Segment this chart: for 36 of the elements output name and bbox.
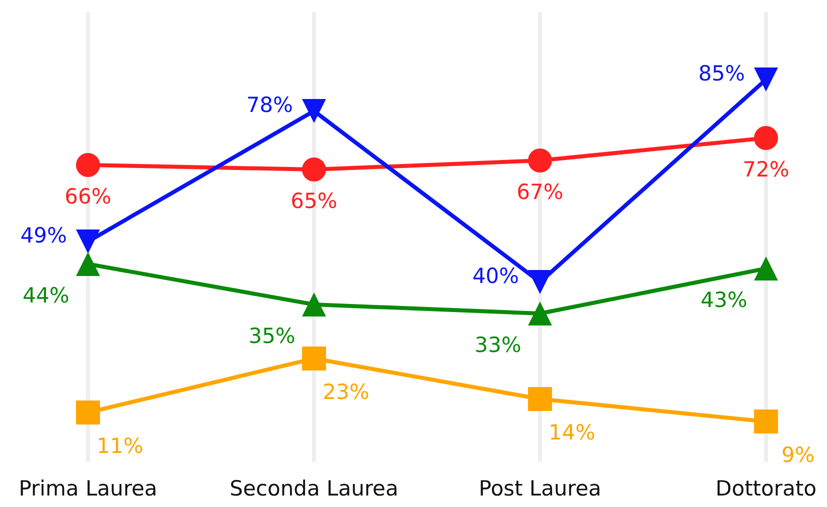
- data-label: 40%: [472, 264, 519, 288]
- point: [528, 387, 552, 411]
- point: [528, 270, 552, 294]
- x-tick-label: Prima Laurea: [18, 476, 158, 500]
- point: [754, 256, 778, 280]
- data-label: 44%: [22, 284, 70, 308]
- data-label: 78%: [246, 93, 293, 117]
- data-label: 14%: [548, 420, 596, 444]
- point: [76, 400, 100, 424]
- point: [76, 153, 100, 177]
- point: [754, 410, 778, 434]
- point: [76, 252, 100, 276]
- data-label: 49%: [20, 224, 67, 248]
- data-label: 43%: [700, 288, 748, 312]
- point: [528, 302, 552, 326]
- point: [76, 230, 100, 254]
- data-label: 65%: [290, 189, 338, 213]
- point: [754, 68, 778, 92]
- x-tick-label: Post Laurea: [478, 476, 602, 500]
- point: [302, 99, 326, 123]
- data-label: 35%: [248, 324, 296, 348]
- point: [302, 158, 326, 182]
- data-label: 67%: [516, 180, 564, 204]
- data-label: 11%: [96, 434, 144, 458]
- data-label: 66%: [64, 184, 112, 208]
- point: [302, 292, 326, 316]
- point: [528, 148, 552, 172]
- data-label: 72%: [742, 158, 790, 182]
- x-tick-label: Dottorato: [716, 476, 816, 500]
- data-label: 23%: [322, 380, 370, 404]
- data-label: 85%: [698, 62, 745, 86]
- point: [754, 126, 778, 150]
- x-tick-label: Seconda Laurea: [230, 476, 398, 500]
- point: [302, 346, 326, 370]
- data-label: 33%: [474, 333, 522, 357]
- data-label: 9%: [781, 443, 815, 467]
